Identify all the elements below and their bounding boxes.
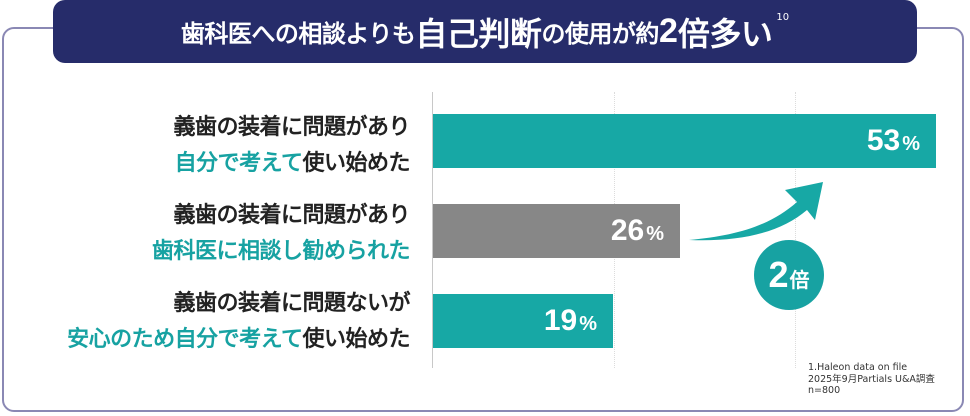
multiplier-badge: 2 倍 (754, 240, 824, 310)
category-label-line1: 義歯の装着に問題があり (173, 115, 410, 140)
title-number: 2 (658, 12, 678, 50)
footnote-line: n=800 (808, 385, 841, 396)
title-part-2: 自己判断 (415, 14, 542, 53)
multiplier-number: 2 (768, 254, 789, 295)
category-label-rest: 使い始めた (302, 327, 410, 352)
title-part-1: 歯科医への相談よりも (180, 20, 416, 48)
category-label-1: 義歯の装着に問題があり 自分で考えて使い始めた (173, 110, 410, 182)
title-reference-superscript: 10 (776, 12, 790, 23)
y-axis-line (432, 92, 433, 368)
bar-3: 19% (433, 294, 613, 348)
category-label-3: 義歯の装着に問題ないが 安心のため自分で考えて使い始めた (67, 286, 410, 358)
category-label-rest: 使い始めた (302, 151, 410, 176)
chart-title-banner: 歯科医への相談よりも 自己判断 の使用が約 2 倍多い 10 (53, 0, 917, 63)
category-label-highlight: 安心のため自分で考えて (67, 327, 303, 352)
bar-value: 53% (866, 124, 920, 157)
bar-2: 26% (433, 204, 680, 258)
title-part-4: 倍多い (677, 14, 773, 53)
bar-1: 53% (433, 114, 936, 168)
gridline (795, 92, 796, 368)
source-footnote: 1.Haleon data on file 2025年9月Partials U&… (808, 362, 935, 397)
bar-value: 19% (543, 304, 597, 337)
category-label-2: 義歯の装着に問題があり 歯科医に相談し勧められた (151, 198, 411, 270)
category-label-highlight: 自分で考えて (174, 151, 303, 176)
multiplier-unit: 倍 (789, 267, 810, 292)
title-part-3: の使用が約 (541, 20, 659, 48)
category-label-line1: 義歯の装着に問題ないが (173, 291, 410, 316)
category-label-line1: 義歯の装着に問題があり (173, 203, 410, 228)
bar-value: 26% (610, 214, 664, 247)
footnote-line: 2025年9月Partials U&A調査 (808, 373, 935, 385)
growth-arrow-icon (689, 182, 823, 241)
category-label-highlight: 歯科医に相談し勧められた (151, 239, 411, 264)
footnote-line: 1.Haleon data on file (808, 362, 908, 373)
